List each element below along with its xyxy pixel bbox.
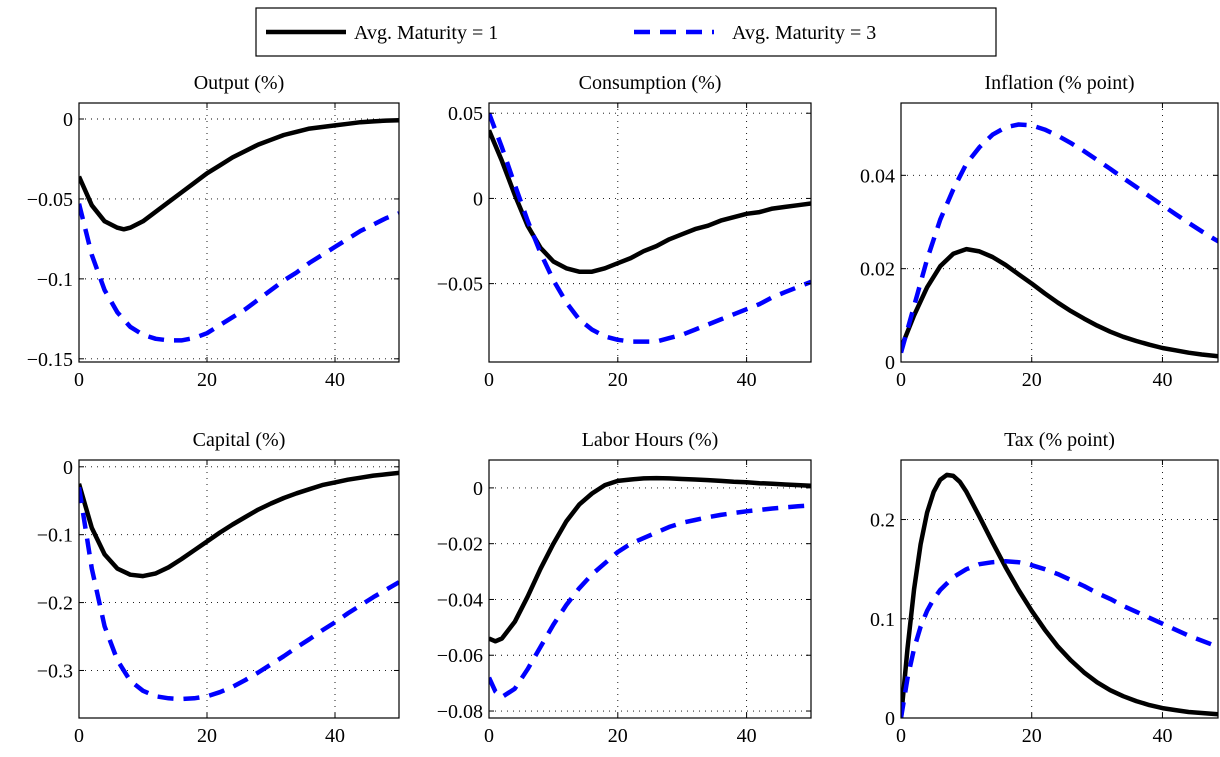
axes-frame xyxy=(488,459,812,719)
plot-area xyxy=(489,103,811,362)
series-line-maturity-3 xyxy=(901,558,1218,718)
panel-capital: 0 20 40 0 −0.1 −0.2 −0.3 Capital (%) xyxy=(37,429,400,747)
x-tick-label: 20 xyxy=(197,369,217,391)
y-tick-label: −0.1 xyxy=(37,269,73,291)
legend-label-maturity-1: Avg. Maturity = 1 xyxy=(354,22,498,44)
x-tick-label: 0 xyxy=(74,725,84,747)
panel-tax: 0 20 40 0 0.1 0.2 Tax (% point) xyxy=(870,429,1219,747)
y-tick-label: 0 xyxy=(473,478,483,500)
x-tick-label: 20 xyxy=(1022,725,1042,747)
x-tick-label: 0 xyxy=(896,369,906,391)
panel-title: Labor Hours (%) xyxy=(582,429,719,451)
series-line-maturity-1 xyxy=(901,472,1218,718)
x-tick-label: 0 xyxy=(74,369,84,391)
panel-labor-hours: 0 20 40 0 −0.02 −0.04 −0.06 −0.08 Labor Hours (%… xyxy=(437,429,812,747)
plot-area xyxy=(901,103,1218,362)
panel-consumption: 0 20 40 0.05 0 −0.05 Consumption (%) xyxy=(437,72,812,391)
y-tick-label: 0.2 xyxy=(870,510,895,532)
plot-area xyxy=(79,460,399,718)
axes-frame xyxy=(78,102,400,363)
series-line-maturity-1 xyxy=(901,246,1218,359)
plot-area xyxy=(901,460,1218,718)
x-tick-label: 40 xyxy=(1152,725,1172,747)
panel-output: 0 20 40 0 −0.05 −0.1 −0.15 Output (%) xyxy=(27,72,400,391)
y-tick-label: −0.05 xyxy=(27,189,73,211)
y-tick-label: −0.2 xyxy=(37,593,73,615)
x-tick-label: 0 xyxy=(896,725,906,747)
plot-area xyxy=(489,460,811,718)
x-tick-label: 40 xyxy=(1152,369,1172,391)
series-line-maturity-1 xyxy=(79,470,399,579)
panel-title: Tax (% point) xyxy=(1004,429,1115,451)
axes-frame xyxy=(900,459,1219,719)
y-tick-label: −0.1 xyxy=(37,525,73,547)
y-tick-label: −0.3 xyxy=(37,660,73,682)
axes-frame xyxy=(488,102,812,363)
y-tick-label: 0.02 xyxy=(860,259,895,281)
plot-area xyxy=(79,103,399,362)
y-tick-label: 0 xyxy=(473,188,483,210)
axes-frame xyxy=(78,459,400,719)
series-line-maturity-3 xyxy=(489,503,811,700)
x-tick-label: 20 xyxy=(608,369,628,391)
series-line-maturity-3 xyxy=(79,486,399,702)
x-tick-label: 40 xyxy=(325,725,345,747)
y-tick-label: 0.04 xyxy=(860,165,895,187)
axes-frame xyxy=(900,102,1219,363)
y-tick-label: −0.04 xyxy=(437,589,483,611)
y-tick-label: −0.08 xyxy=(437,701,483,723)
y-tick-label: 0.05 xyxy=(448,103,483,125)
x-tick-label: 20 xyxy=(608,725,628,747)
x-tick-label: 20 xyxy=(1022,369,1042,391)
x-tick-label: 40 xyxy=(737,369,757,391)
y-tick-label: 0 xyxy=(885,352,895,374)
series-line-maturity-3 xyxy=(79,203,399,343)
series-line-maturity-1 xyxy=(489,129,811,274)
x-tick-label: 0 xyxy=(484,725,494,747)
panel-title: Output (%) xyxy=(194,72,285,94)
y-tick-label: 0.1 xyxy=(870,609,895,631)
y-tick-label: 0 xyxy=(63,457,73,479)
series-line-maturity-1 xyxy=(489,475,811,644)
series-line-maturity-3 xyxy=(901,122,1218,354)
y-tick-label: 0 xyxy=(63,109,73,131)
x-tick-label: 40 xyxy=(325,369,345,391)
panel-title: Inflation (% point) xyxy=(985,72,1135,94)
y-tick-label: 0 xyxy=(885,708,895,730)
y-tick-label: −0.05 xyxy=(437,274,483,296)
y-tick-label: −0.02 xyxy=(437,534,483,556)
x-tick-label: 20 xyxy=(197,725,217,747)
legend-label-maturity-3: Avg. Maturity = 3 xyxy=(732,22,876,44)
x-tick-label: 0 xyxy=(484,369,494,391)
y-tick-label: −0.15 xyxy=(27,349,73,371)
series-line-maturity-3 xyxy=(489,112,811,344)
panel-title: Capital (%) xyxy=(193,429,286,451)
panel-title: Consumption (%) xyxy=(579,72,722,94)
x-tick-label: 40 xyxy=(737,725,757,747)
panel-inflation: 0 20 40 0 0.02 0.04 Inflation (% point) xyxy=(860,72,1219,391)
legend: Avg. Maturity = 1 Avg. Maturity = 3 xyxy=(255,7,997,57)
y-tick-label: −0.06 xyxy=(437,645,483,667)
series-line-maturity-1 xyxy=(79,118,399,232)
legend-box xyxy=(255,7,997,57)
